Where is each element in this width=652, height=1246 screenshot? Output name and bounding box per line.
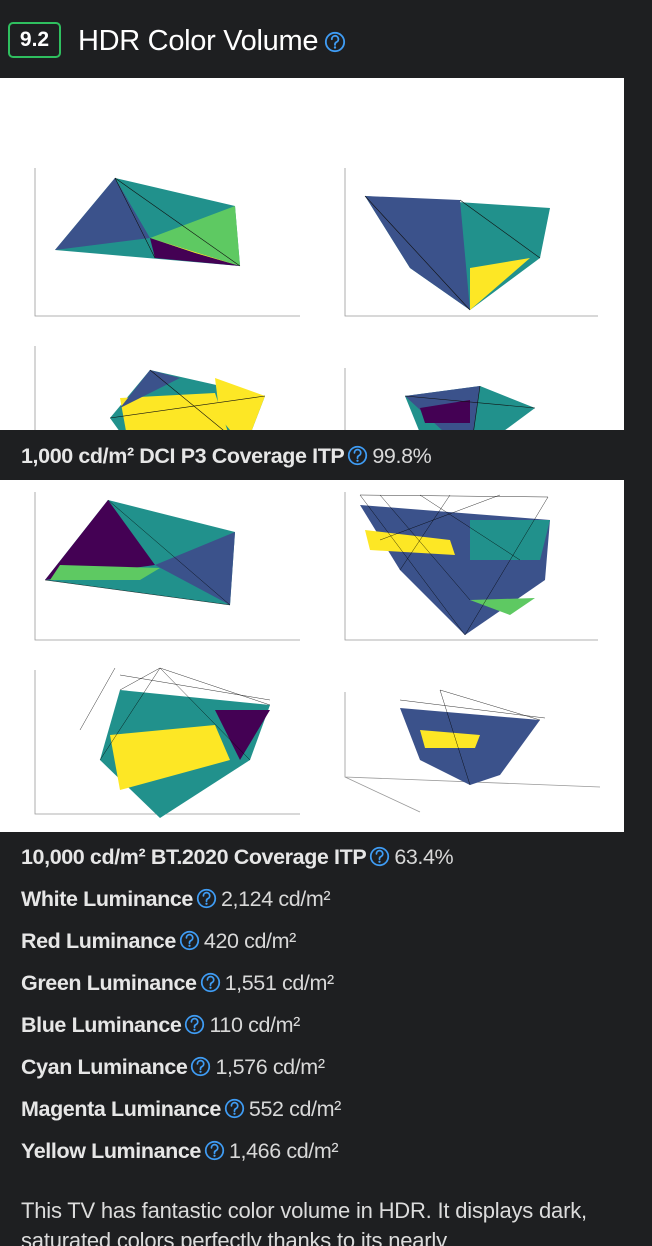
help-icon[interactable] <box>324 31 346 53</box>
title-text: HDR Color Volume <box>78 25 319 57</box>
metric-label: 1,000 cd/m² DCI P3 Coverage ITP <box>21 444 345 468</box>
help-icon[interactable] <box>196 888 217 909</box>
description: This TV has fantastic color volume in HD… <box>21 1198 587 1246</box>
metric-row: Cyan Luminance 1,576 cd/m² <box>21 1052 325 1082</box>
metric-row: Red Luminance 420 cd/m² <box>21 926 296 956</box>
metric-label: Green Luminance <box>21 971 197 995</box>
metric-label: Cyan Luminance <box>21 1055 188 1079</box>
metric-row: 10,000 cd/m² BT.2020 Coverage ITP 63.4% <box>21 842 454 872</box>
metric-label: Yellow Luminance <box>21 1139 201 1163</box>
metric-value: 420 cd/m² <box>203 929 296 953</box>
score-badge: 9.2 <box>8 22 61 58</box>
help-icon[interactable] <box>224 1098 245 1119</box>
metric-row: White Luminance 2,124 cd/m² <box>21 884 331 914</box>
metric-label: Magenta Luminance <box>21 1097 221 1121</box>
metric-row: Magenta Luminance 552 cd/m² <box>21 1094 341 1124</box>
color-volume-plot-bt2020 <box>0 480 624 832</box>
metric-value: 2,124 cd/m² <box>220 887 331 911</box>
help-icon[interactable] <box>179 930 200 951</box>
help-icon[interactable] <box>369 846 390 867</box>
metric-value: 552 cd/m² <box>248 1097 341 1121</box>
help-icon[interactable] <box>184 1014 205 1035</box>
metric-row: Yellow Luminance 1,466 cd/m² <box>21 1136 339 1166</box>
metric-label: Blue Luminance <box>21 1013 182 1037</box>
metric-value: 99.8% <box>372 444 432 468</box>
metric-value: 1,551 cd/m² <box>224 971 335 995</box>
help-icon[interactable] <box>190 1056 211 1077</box>
metric-value: 110 cd/m² <box>209 1013 300 1037</box>
help-icon[interactable] <box>347 445 368 466</box>
metric-row: Blue Luminance 110 cd/m² <box>21 1010 300 1040</box>
section-title: HDR Color Volume <box>78 21 346 61</box>
metric-label: Red Luminance <box>21 929 176 953</box>
metric-row: Green Luminance 1,551 cd/m² <box>21 968 334 998</box>
metric-value: 1,466 cd/m² <box>228 1139 339 1163</box>
help-icon[interactable] <box>200 972 221 993</box>
metric-value: 63.4% <box>394 845 454 869</box>
coverage-row: 1,000 cd/m² DCI P3 Coverage ITP 99.8% <box>21 441 432 471</box>
color-volume-plot-p3 <box>0 78 624 430</box>
metric-value: 1,576 cd/m² <box>215 1055 325 1079</box>
help-icon[interactable] <box>204 1140 225 1161</box>
metric-label: White Luminance <box>21 887 193 911</box>
metric-label: 10,000 cd/m² BT.2020 Coverage ITP <box>21 845 367 869</box>
